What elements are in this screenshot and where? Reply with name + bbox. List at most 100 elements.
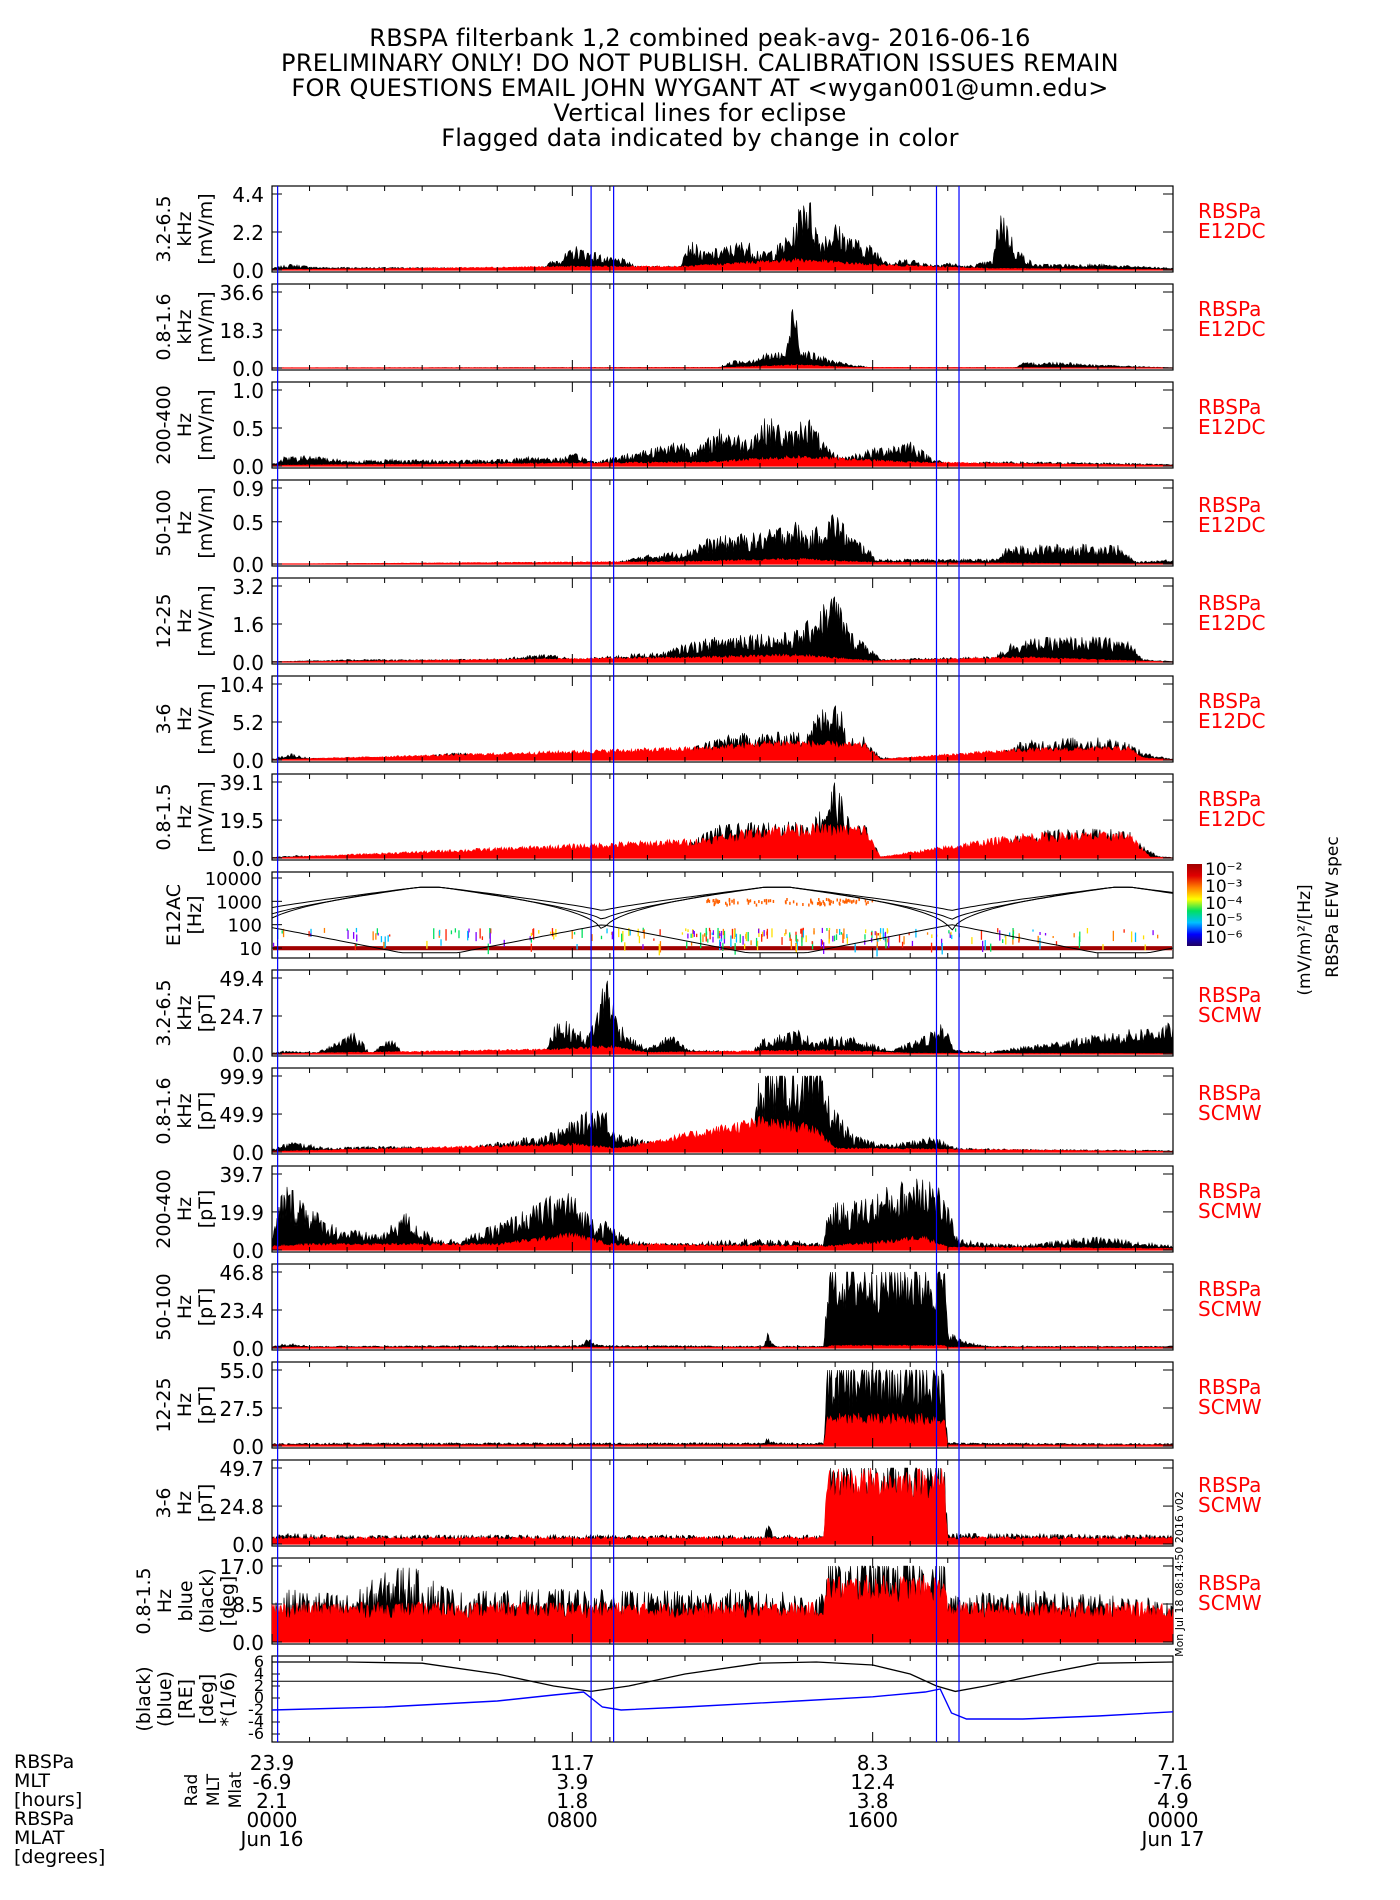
spectrogram-pixel	[789, 934, 791, 941]
spectrogram-pixel	[765, 901, 768, 905]
spectrogram-pixel	[805, 935, 807, 943]
spectrogram-pixel	[352, 932, 355, 939]
spectrogram-pixel	[445, 929, 447, 941]
spectrogram-pixel	[797, 939, 799, 942]
spectrogram-pixel	[690, 942, 693, 946]
y-axis-label: 0.8-1.6 kHz [pT]	[153, 1077, 217, 1144]
spectrogram-pixel	[843, 928, 845, 939]
spectrogram-curve-3	[271, 886, 1174, 911]
spectrogram-pixel	[383, 941, 385, 949]
y-tick-label: -6	[248, 1724, 264, 1743]
y-tick-label: 100	[228, 916, 262, 937]
spectrogram-pixel	[376, 928, 379, 935]
mlt-value: -6.9	[252, 1770, 291, 1794]
instrument-label: SCMW	[1198, 1493, 1262, 1517]
spectrogram-pixel	[820, 902, 823, 906]
rad-value: 11.7	[550, 1751, 595, 1775]
panel-frame	[271, 1459, 1174, 1547]
colorbar-tick-label: 10⁻³	[1205, 877, 1242, 897]
spectrogram-pixel	[950, 931, 952, 935]
spectrogram-pixel	[887, 929, 889, 933]
spectrogram-pixel	[712, 936, 714, 943]
instrument-label: RBSPa	[1198, 689, 1261, 713]
spectrogram-pixel	[702, 934, 704, 943]
spectrogram-pixel	[687, 933, 689, 939]
spectrogram-pixel	[887, 938, 889, 943]
colorbar-tick-label: 10⁻²	[1205, 860, 1242, 880]
spectrogram-pixel	[475, 932, 477, 942]
spectrogram-pixel	[811, 941, 813, 945]
instrument-label: RBSPa	[1198, 395, 1261, 419]
spectrogram-pixel	[377, 932, 379, 936]
spectrogram-pixel	[490, 928, 492, 934]
spectrogram-pixel	[763, 930, 765, 937]
spectrogram-pixel	[576, 944, 578, 950]
spectrogram-pixel	[714, 901, 716, 905]
spectrogram-pixel	[718, 900, 721, 904]
y-axis-label-line: [pT]	[195, 1288, 217, 1327]
spectrogram-pixel	[372, 931, 374, 941]
mlat-value: 4.9	[1157, 1789, 1189, 1813]
spectrogram-pixel	[705, 936, 707, 942]
spectrogram-pixel	[346, 928, 348, 931]
y-tick-label: 8.5	[232, 1593, 264, 1617]
spectrogram-pixel	[720, 930, 723, 941]
spectrogram-pixel	[808, 903, 810, 907]
y-tick-label: 49.4	[219, 967, 264, 991]
mlt-value: 3.9	[556, 1770, 588, 1794]
y-axis-label: 12-25 Hz [pT]	[153, 1377, 217, 1432]
spectrogram-pixel	[830, 900, 832, 904]
spectrogram-pixel	[690, 933, 692, 938]
y-axis-label-line: 200-400	[153, 385, 175, 464]
y-tick-label: 17.0	[219, 1555, 264, 1579]
spectrogram-pixel	[658, 943, 660, 956]
spectrogram-pixel	[941, 942, 943, 955]
y-axis-label-line: kHz	[174, 309, 196, 344]
spectrogram-pixel	[749, 899, 752, 903]
y-axis-label: 3.2-6.5 kHz [mV/m]	[153, 193, 217, 264]
spectrogram-pixel	[735, 933, 738, 943]
y-tick-label: 0.0	[232, 1631, 264, 1655]
spectrogram-pixel	[468, 928, 470, 933]
spectrogram-pixel	[281, 930, 283, 934]
spectrogram-pixel	[781, 937, 783, 945]
y-tick-label: 10.4	[219, 673, 264, 697]
y-axis-label-line: Hz	[174, 413, 196, 437]
spectrogram-pixel	[888, 936, 890, 948]
peak-trace	[271, 1178, 1174, 1251]
y-axis-label: 3.2-6.5 kHz [pT]	[153, 979, 217, 1046]
spectrogram-pixel	[272, 942, 275, 947]
y-axis-label-line: (black)	[133, 1666, 155, 1731]
spectrogram-pixel	[728, 899, 731, 903]
y-tick-label: 99.9	[219, 1065, 264, 1089]
time-label: 0000	[247, 1808, 298, 1832]
spectrogram-pixel	[1037, 935, 1039, 944]
instrument-label: E12DC	[1198, 219, 1265, 243]
spectrogram-pixel	[708, 899, 711, 903]
spectrogram-pixel	[715, 898, 717, 902]
title-line-4: Vertical lines for eclipse	[553, 99, 847, 127]
spectrogram-pixel	[440, 939, 442, 946]
y-axis-label-line: [pT]	[195, 1190, 217, 1229]
colorbar	[1187, 864, 1202, 946]
y-axis-label-line: [mV/m]	[195, 585, 217, 656]
spectrogram-pixel	[530, 943, 532, 952]
spectrogram-pixel	[795, 934, 798, 943]
y-axis-label-line: [pT]	[195, 1092, 217, 1131]
spectrogram-pixel	[845, 900, 848, 904]
spectrogram-pixel	[717, 927, 719, 939]
spectrogram-pixel	[901, 941, 904, 948]
y-tick-label: 0.0	[232, 1337, 264, 1361]
footer-label: RBSPa	[14, 1808, 74, 1830]
spectrogram-pixel	[722, 928, 725, 936]
spectrogram-pixel	[687, 929, 689, 933]
y-axis-label-line: [mV/m]	[195, 193, 217, 264]
spectrogram-pixel	[659, 929, 661, 936]
spectrogram-pixel	[828, 927, 831, 930]
spectrogram-pixel	[811, 941, 814, 950]
